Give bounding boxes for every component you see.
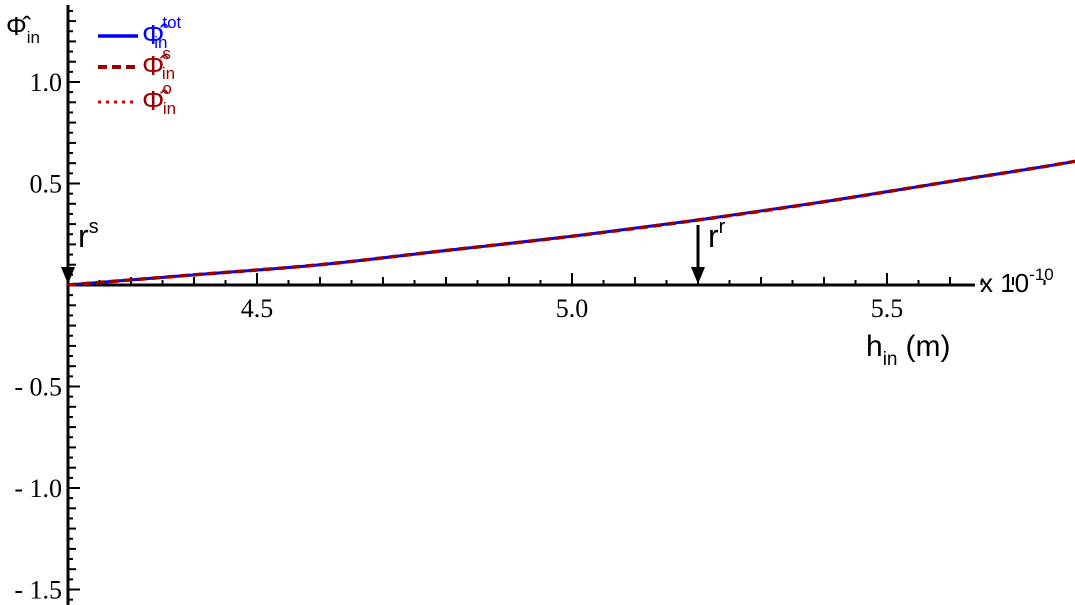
- legend-label-s: Φ̂s in: [142, 44, 175, 83]
- legend-label-tot: Φ̂tot in: [142, 13, 182, 52]
- x-axis-label: hin (m): [866, 330, 950, 370]
- annotation-label-rr: rr: [708, 216, 726, 254]
- x-axis-scale-label: x 10-10: [980, 265, 1054, 298]
- series-line-s-segment-1: [67, 159, 1075, 287]
- y-axis-label: Φ̂in: [6, 11, 40, 47]
- x-tick-label: 5.0: [556, 294, 589, 323]
- annotation-label-rs: rs: [78, 216, 99, 254]
- series-lines: [67, 159, 1075, 287]
- x-tick-label: 4.5: [241, 294, 274, 323]
- annotation-arrow-head: [61, 267, 75, 284]
- x-tick-label: 5.5: [871, 294, 904, 323]
- annotations: rsrrro: [61, 216, 726, 284]
- legend: Φ̂tot inΦ̂s inΦ̂o in: [98, 13, 182, 118]
- y-tick-label: 0.5: [30, 170, 63, 199]
- y-tick-label: - 1.5: [14, 576, 62, 605]
- y-tick-label: - 1.0: [14, 474, 62, 503]
- y-tick-label: - 0.5: [14, 373, 62, 402]
- annotation-arrow-head: [691, 267, 705, 284]
- legend-label-o: Φ̂o in: [142, 79, 176, 118]
- y-tick-label: 1.0: [30, 68, 63, 97]
